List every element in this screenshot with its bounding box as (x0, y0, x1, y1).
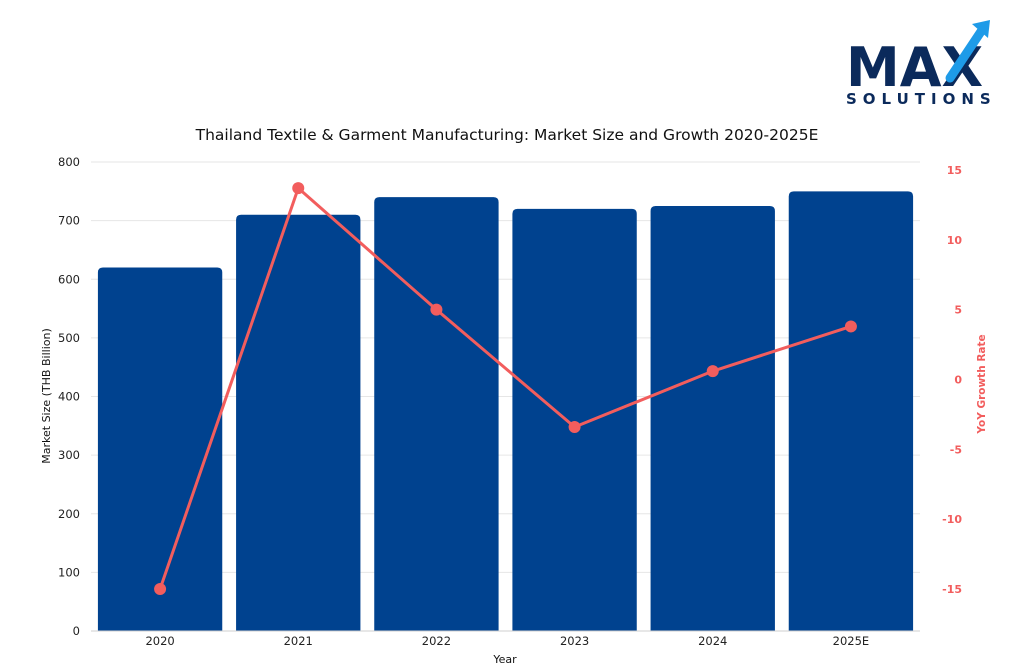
x-tick-label: 2022 (422, 634, 451, 648)
x-tick-label: 2024 (698, 634, 727, 648)
y2-tick-label: 10 (947, 234, 963, 247)
growth-point-2024 (707, 365, 719, 377)
growth-point-2022 (430, 304, 442, 316)
bar-2020 (98, 268, 222, 631)
right-axis-ticks: -15 -10 -5 0 5 10 15 (942, 164, 962, 596)
y2-tick-label: 0 (954, 374, 962, 387)
x-tick-label: 2020 (145, 634, 174, 648)
x-tick-label: 2025E (833, 634, 870, 648)
y2-tick-label: 5 (954, 304, 962, 317)
max-solutions-logo: MAX SOLUTIONS (846, 20, 997, 108)
logo-sub: SOLUTIONS (846, 90, 997, 108)
y2-axis-label: YoY Growth Rate (976, 334, 988, 434)
chart-title: Thailand Textile & Garment Manufacturing… (195, 126, 819, 144)
y-tick-label: 200 (58, 507, 80, 521)
x-tick-label: 2023 (560, 634, 589, 648)
x-tick-label: 2021 (284, 634, 313, 648)
growth-point-2021 (292, 182, 304, 194)
chart: MAX SOLUTIONS Thailand Textile & Garment… (0, 0, 1024, 668)
y-axis-label: Market Size (THB Billion) (40, 328, 53, 463)
bar-2023 (512, 209, 636, 631)
y-tick-label: 400 (58, 390, 80, 404)
y-tick-label: 500 (58, 331, 80, 345)
y-tick-label: 300 (58, 448, 80, 462)
y2-tick-label: -15 (942, 583, 962, 596)
y-tick-label: 800 (58, 155, 80, 169)
x-axis-ticks: 2020 2021 2022 2023 2024 2025E (145, 634, 869, 648)
growth-point-2023 (569, 421, 581, 433)
bar-2025E (789, 191, 913, 631)
bar-2022 (374, 197, 498, 631)
bar-2021 (236, 215, 360, 631)
bar-2024 (651, 206, 775, 631)
growth-point-2025E (845, 320, 857, 332)
y-tick-label: 700 (58, 214, 80, 228)
y-tick-label: 100 (58, 565, 80, 579)
x-axis-label: Year (492, 653, 517, 666)
growth-point-2020 (154, 583, 166, 595)
y2-tick-label: -5 (950, 443, 962, 456)
left-axis-ticks: 0 100 200 300 400 500 600 700 800 (58, 155, 80, 638)
y-tick-label: 0 (73, 624, 80, 638)
y2-tick-label: 15 (947, 164, 962, 177)
y2-tick-label: -10 (942, 513, 962, 526)
y-tick-label: 600 (58, 272, 80, 286)
